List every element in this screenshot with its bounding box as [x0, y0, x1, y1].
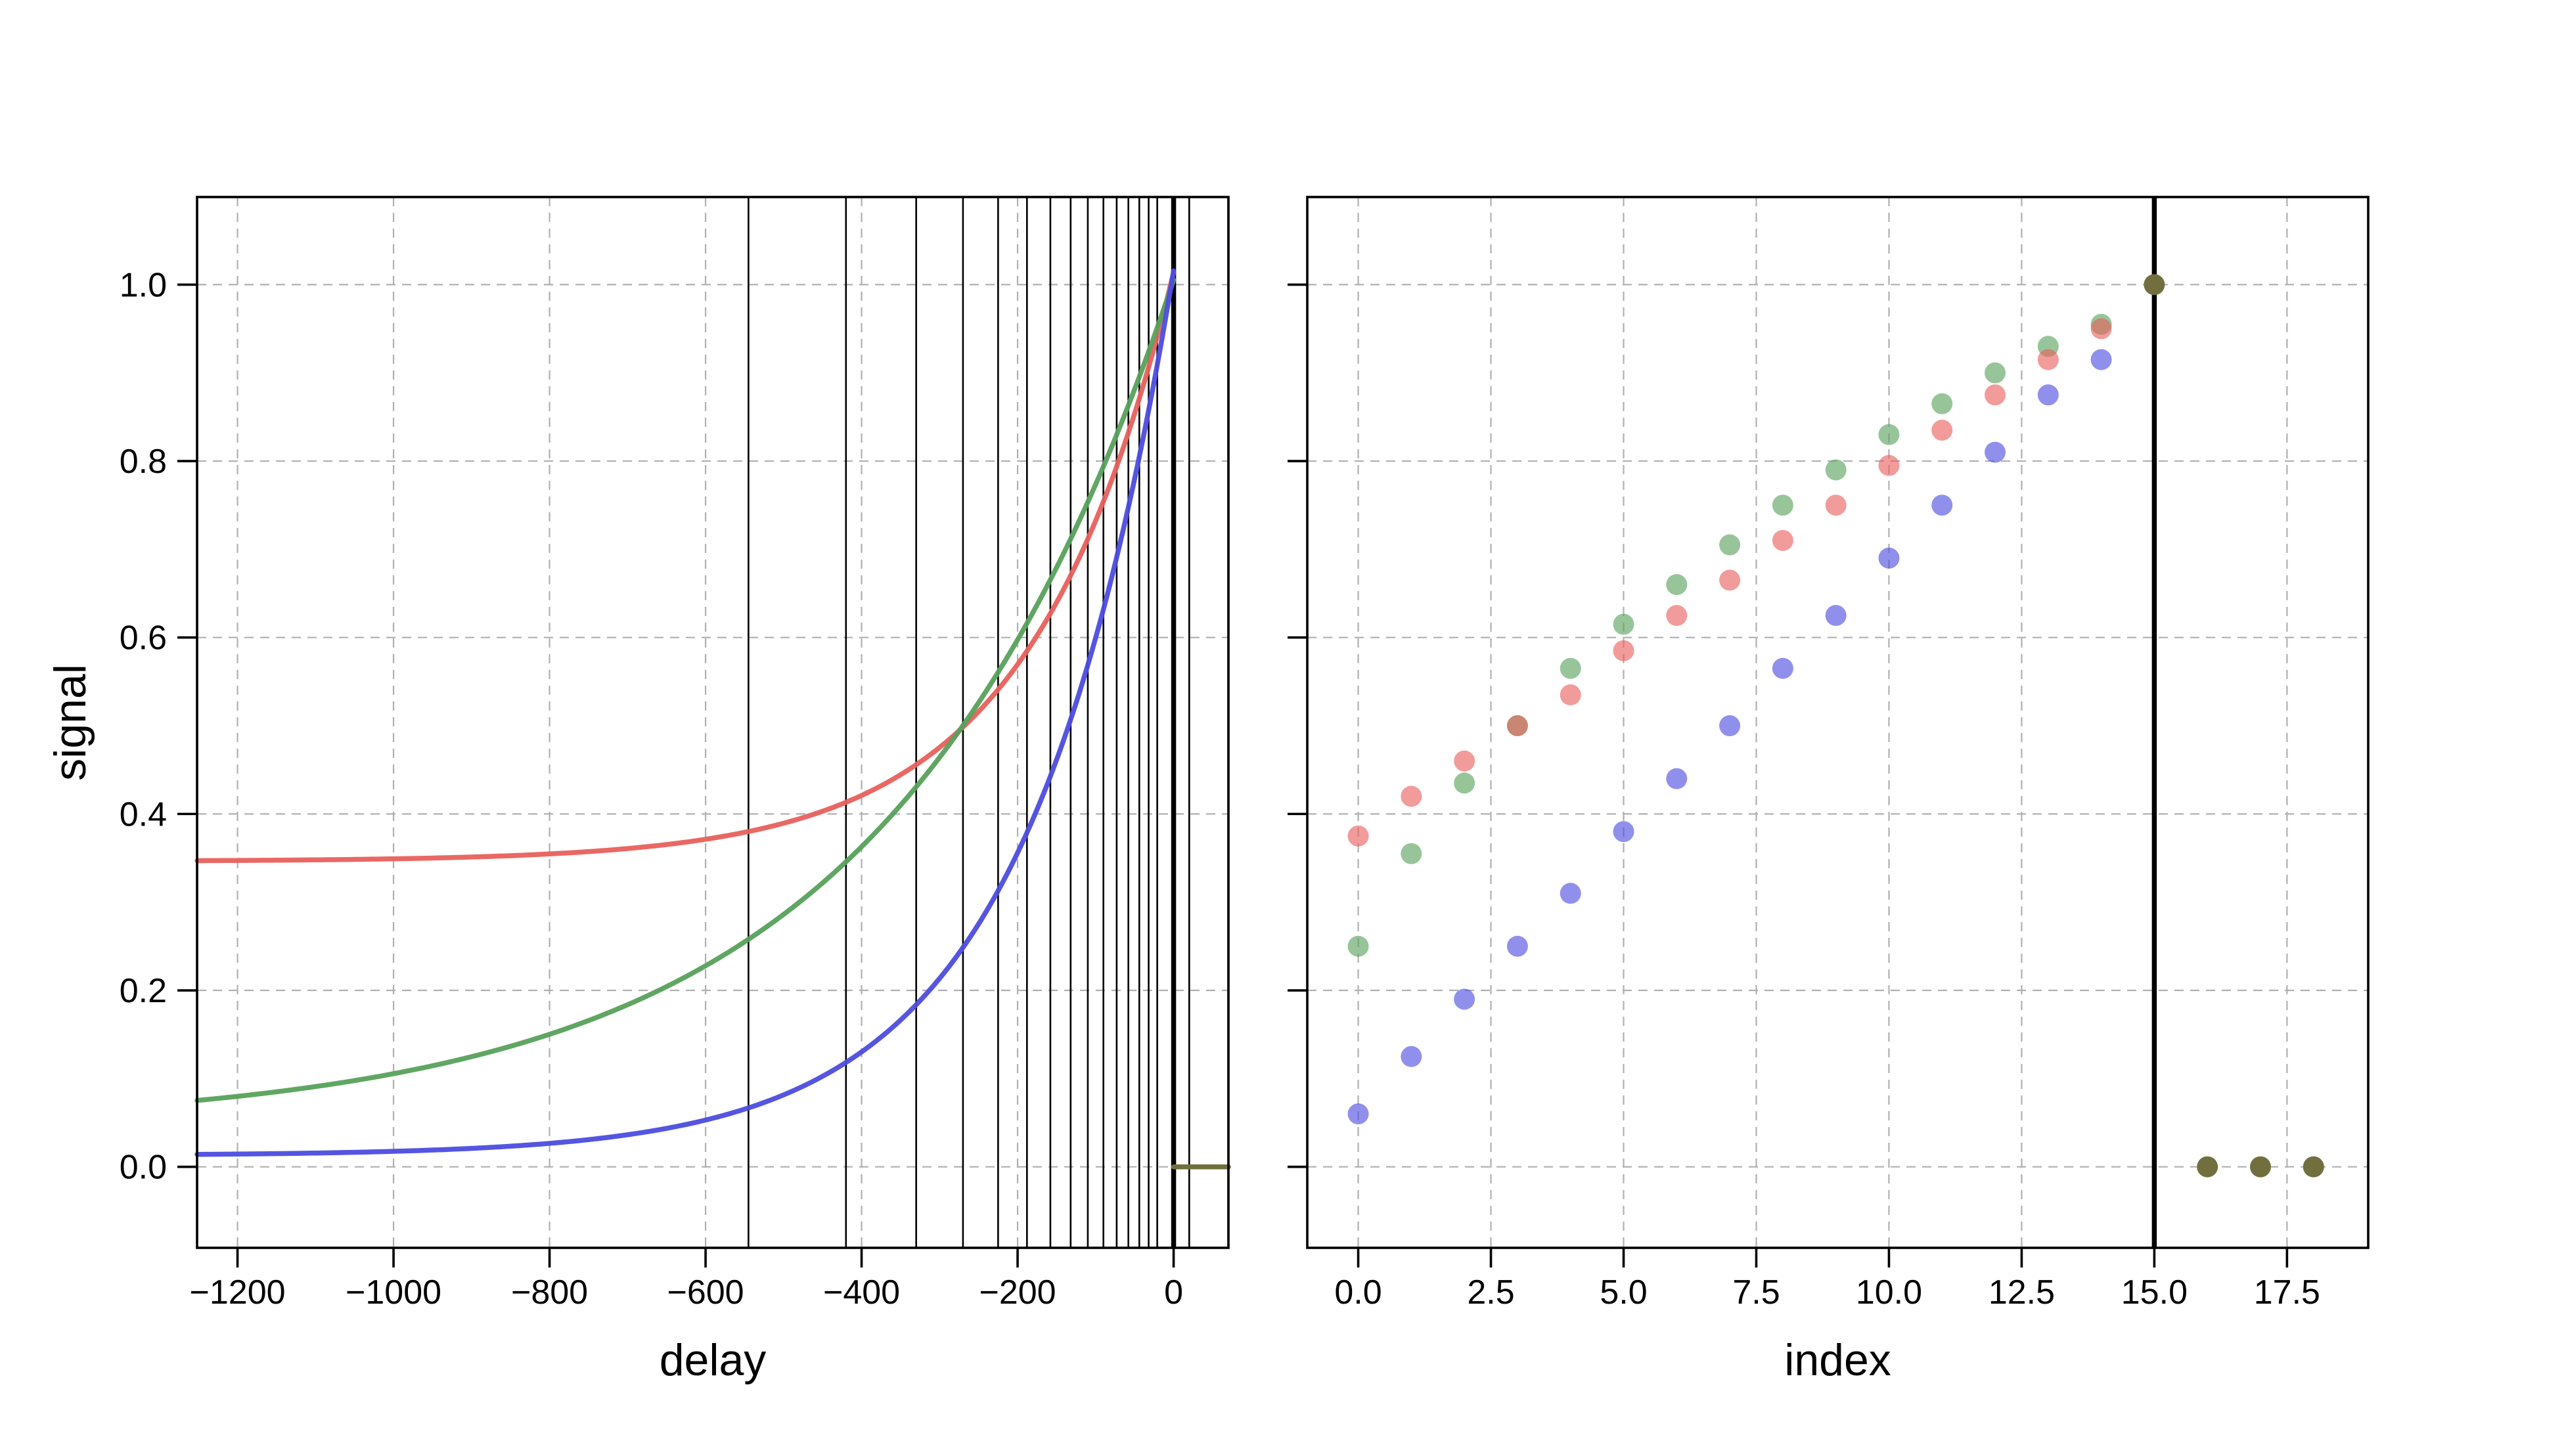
svg-text:0.8: 0.8	[120, 443, 167, 481]
svg-text:0.0: 0.0	[1334, 1273, 1382, 1312]
svg-text:17.5: 17.5	[2254, 1273, 2320, 1312]
svg-text:0: 0	[1164, 1273, 1183, 1312]
svg-text:−1000: −1000	[346, 1273, 441, 1312]
svg-text:0.6: 0.6	[120, 619, 167, 657]
svg-text:index: index	[1784, 1335, 1891, 1385]
svg-text:−600: −600	[667, 1273, 744, 1312]
svg-text:0.0: 0.0	[120, 1149, 167, 1187]
svg-text:0.4: 0.4	[120, 795, 167, 833]
svg-text:7.5: 7.5	[1732, 1273, 1780, 1312]
svg-text:5.0: 5.0	[1600, 1273, 1647, 1312]
svg-text:−200: −200	[979, 1273, 1056, 1312]
svg-text:12.5: 12.5	[1989, 1273, 2055, 1312]
svg-text:−1200: −1200	[190, 1273, 286, 1312]
svg-text:2.5: 2.5	[1467, 1273, 1514, 1312]
svg-text:0.2: 0.2	[120, 972, 167, 1010]
svg-text:signal: signal	[45, 664, 95, 781]
svg-text:15.0: 15.0	[2121, 1273, 2188, 1312]
svg-text:10.0: 10.0	[1856, 1273, 1922, 1312]
svg-text:1.0: 1.0	[120, 266, 167, 304]
svg-text:delay: delay	[660, 1335, 767, 1385]
svg-text:−800: −800	[511, 1273, 588, 1312]
svg-text:−400: −400	[823, 1273, 900, 1312]
